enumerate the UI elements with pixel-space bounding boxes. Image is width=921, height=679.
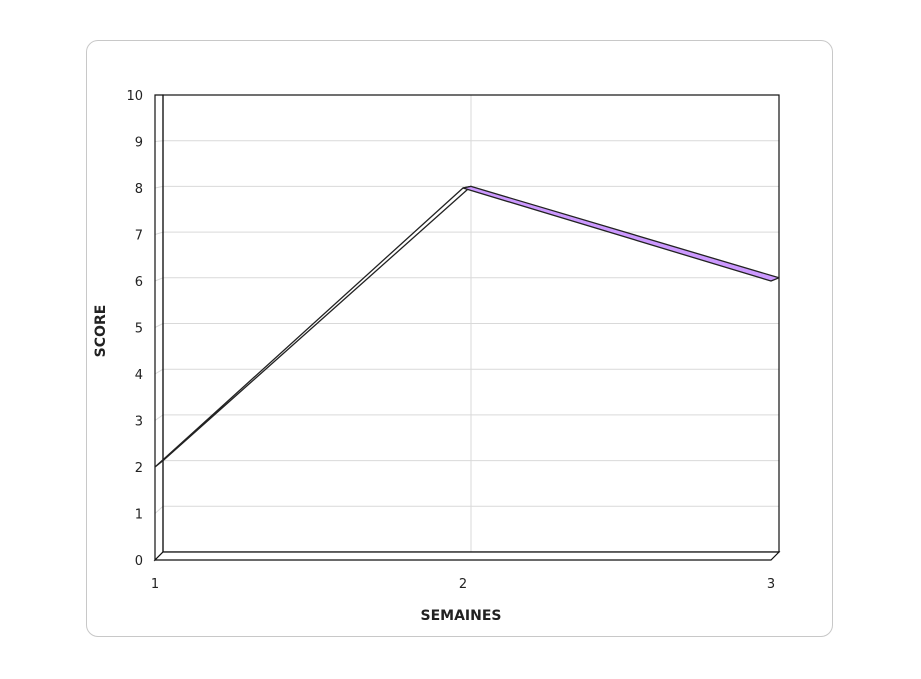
series-segment bbox=[462, 185, 780, 282]
chart-card bbox=[86, 40, 833, 637]
x-tick-label: 2 bbox=[459, 577, 467, 592]
x-axis-title: SEMAINES bbox=[421, 608, 502, 624]
y-tick-label: 10 bbox=[126, 89, 143, 104]
grid-line-side bbox=[154, 185, 164, 189]
y-tick-label: 5 bbox=[135, 322, 143, 337]
grid-line-side bbox=[154, 140, 164, 142]
floor bbox=[153, 551, 781, 561]
grid-line-side bbox=[154, 323, 164, 328]
y-tick-label: 3 bbox=[135, 415, 143, 430]
x-axis-ticks: 1 2 3 bbox=[151, 577, 775, 592]
y-tick-label: 1 bbox=[135, 508, 143, 523]
y-tick-label: 4 bbox=[135, 368, 143, 383]
x-tick-label: 1 bbox=[151, 577, 159, 592]
grid-line-side bbox=[154, 368, 164, 375]
y-axis-ticks: 0 1 2 3 4 5 6 7 8 9 10 bbox=[126, 89, 143, 569]
grid-lines bbox=[154, 94, 779, 561]
series-group bbox=[154, 185, 780, 468]
grid-line-side bbox=[154, 231, 164, 235]
y-tick-label: 6 bbox=[135, 275, 143, 290]
grid-line-side bbox=[154, 277, 164, 282]
side-wall bbox=[154, 94, 164, 562]
x-tick-label: 3 bbox=[767, 577, 775, 592]
y-tick-label: 2 bbox=[135, 461, 143, 476]
plot-frame bbox=[153, 94, 781, 562]
y-tick-label: 9 bbox=[135, 136, 143, 151]
series-segment bbox=[154, 185, 472, 468]
grid-line-side bbox=[154, 505, 164, 514]
grid-line-side bbox=[154, 414, 164, 421]
y-tick-label: 0 bbox=[135, 554, 143, 569]
y-tick-label: 8 bbox=[135, 182, 143, 197]
y-tick-label: 7 bbox=[135, 229, 143, 244]
y-axis-title: SCORE bbox=[93, 305, 109, 358]
